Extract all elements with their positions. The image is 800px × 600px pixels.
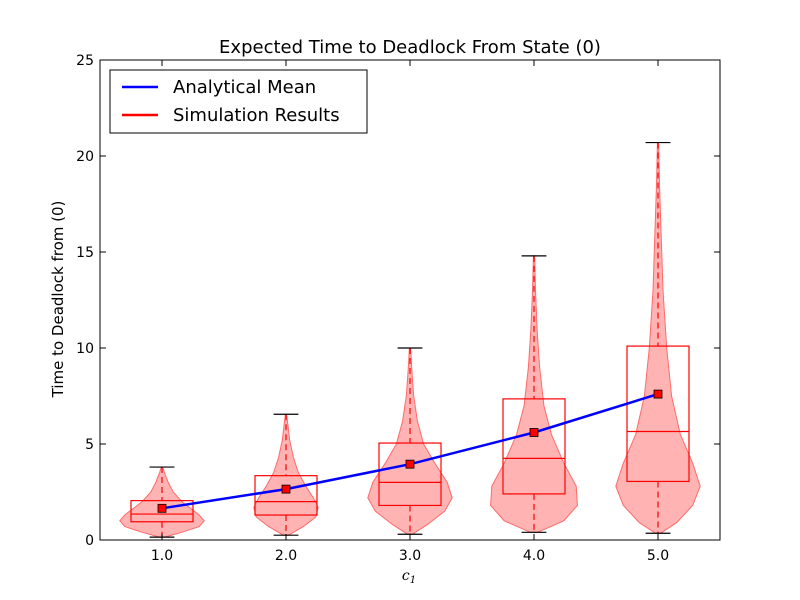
y-tick-label-25: 25 (76, 53, 94, 69)
legend-box (109, 69, 368, 134)
y-tick-label-5: 5 (85, 437, 94, 453)
y-tick-label-10: 10 (76, 341, 94, 357)
legend: Analytical Mean Simulation Results (109, 69, 368, 134)
y-tick-label-20: 20 (76, 149, 94, 165)
x-tick-label-4.0: 4.0 (523, 548, 545, 564)
box-3.0 (378, 442, 442, 507)
box-2.0 (254, 475, 318, 516)
legend-label-simulation-results: Simulation Results (173, 105, 340, 126)
box-4.0 (502, 398, 566, 495)
x-tick-label-5.0: 5.0 (647, 548, 669, 564)
chart-title: Expected Time to Deadlock From State (0) (219, 37, 601, 58)
y-tick-label-0: 0 (85, 533, 94, 549)
x-tick-label-2.0: 2.0 (275, 548, 297, 564)
x-axis-label: c1 (402, 568, 416, 586)
x-tick-label-1.0: 1.0 (151, 548, 173, 564)
y-axis-label: Time to Deadlock from (0) (49, 201, 67, 399)
x-axis-label-base: c (402, 568, 410, 584)
plot-area: 1.0 2.0 3.0 4.0 5.0 0 5 10 15 20 25 (76, 53, 721, 564)
x-axis-label-sub: 1 (410, 575, 416, 586)
simulation-mean-marker-4.0 (529, 428, 539, 437)
legend-label-analytical-mean: Analytical Mean (173, 77, 316, 98)
simulation-mean-marker-5.0 (653, 389, 663, 399)
box-5.0 (626, 345, 690, 483)
simulation-mean-marker-2.0 (281, 484, 291, 494)
y-tick-label-15: 15 (76, 245, 94, 261)
box-1.0 (130, 500, 194, 523)
simulation-mean-marker-1.0 (157, 503, 167, 513)
x-tick-label-3.0: 3.0 (399, 548, 421, 564)
simulation-mean-marker-3.0 (405, 459, 415, 469)
